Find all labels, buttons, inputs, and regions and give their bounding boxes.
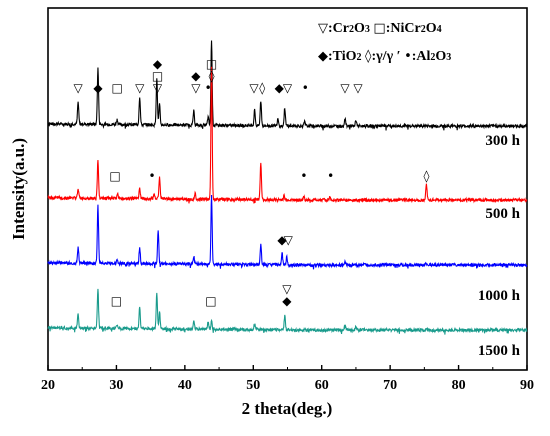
phase-marker: •	[148, 169, 155, 183]
x-tick-label: 40	[178, 378, 192, 393]
y-axis-label: Intensity(a.u.)	[9, 138, 28, 240]
phase-marker: ◆	[282, 294, 292, 308]
x-tick-label: 70	[383, 378, 397, 393]
legend: ▽:Cr2O3 □:NiCr2O4 ◆:TiO2 ◊:γ/γ ′ •:Al2O3	[318, 21, 451, 64]
phase-marker: ▽	[282, 282, 292, 296]
phase-marker: ◊	[423, 169, 429, 183]
phase-marker: ▽	[283, 81, 293, 95]
phase-marker: □	[206, 57, 217, 71]
x-tick-label: 60	[315, 378, 329, 393]
phase-marker: ◆	[191, 69, 201, 83]
series-layer	[47, 40, 528, 335]
series-line	[47, 40, 528, 131]
phase-marker: ▽	[340, 81, 350, 95]
phase-marker: ▽	[249, 81, 259, 95]
phase-marker: ◊	[209, 69, 215, 83]
series-line	[47, 194, 528, 270]
x-tick-label: 90	[520, 378, 534, 393]
series-label: 1000 h	[478, 288, 521, 304]
phase-marker: ◆	[275, 81, 285, 95]
x-tick-label: 80	[452, 378, 466, 393]
phase-marker: •	[205, 81, 212, 95]
series-label: 1500 h	[478, 343, 521, 359]
phase-marker: □	[205, 294, 216, 308]
x-tick-label: 30	[109, 378, 123, 393]
phase-marker: ▽	[353, 81, 363, 95]
phase-marker: □	[111, 294, 122, 308]
phase-marker: •	[300, 169, 307, 183]
phase-marker: •	[327, 169, 334, 183]
x-tick-label: 20	[41, 378, 55, 393]
series-line	[47, 288, 528, 335]
phase-marker: □	[111, 81, 122, 95]
phase-marker: □	[109, 169, 120, 183]
phase-marker: ◆	[93, 81, 103, 95]
phase-marker: ▽	[284, 233, 294, 247]
plot-frame	[47, 7, 528, 371]
series-label: 500 h	[485, 206, 520, 222]
phase-marker: ◆	[153, 57, 163, 71]
series-labels: 300 h 500 h 1000 h 1500 h	[478, 133, 521, 359]
legend-entry: ◆:TiO2 ◊:γ/γ ′ •:Al2O3	[318, 49, 451, 64]
phase-marker: ◊	[259, 81, 265, 95]
x-axis-label: 2 theta(deg.)	[242, 399, 333, 418]
x-tick-label: 50	[246, 378, 260, 393]
x-axis-ticks: 20 30 40 50 60 70 80 90	[41, 365, 534, 393]
phase-marker: □	[152, 69, 163, 83]
legend-entry: ▽:Cr2O3 □:NiCr2O4	[318, 21, 442, 36]
phase-marker: ▽	[191, 81, 201, 95]
phase-marker: ▽	[153, 81, 163, 95]
phase-marker: ▽	[73, 81, 83, 95]
phase-marker: ◆	[277, 233, 287, 247]
phase-marker: •	[302, 81, 309, 95]
marker-layer: ▽ ◆ □ ▽ ▽□◆▽◆•◊□▽ ◊ ◆▽ • ▽ ▽□ • • • ◊◆▽□ □▽◆	[73, 57, 429, 308]
series-label: 300 h	[485, 133, 520, 149]
phase-marker: ▽	[135, 81, 145, 95]
series-line	[47, 66, 528, 204]
